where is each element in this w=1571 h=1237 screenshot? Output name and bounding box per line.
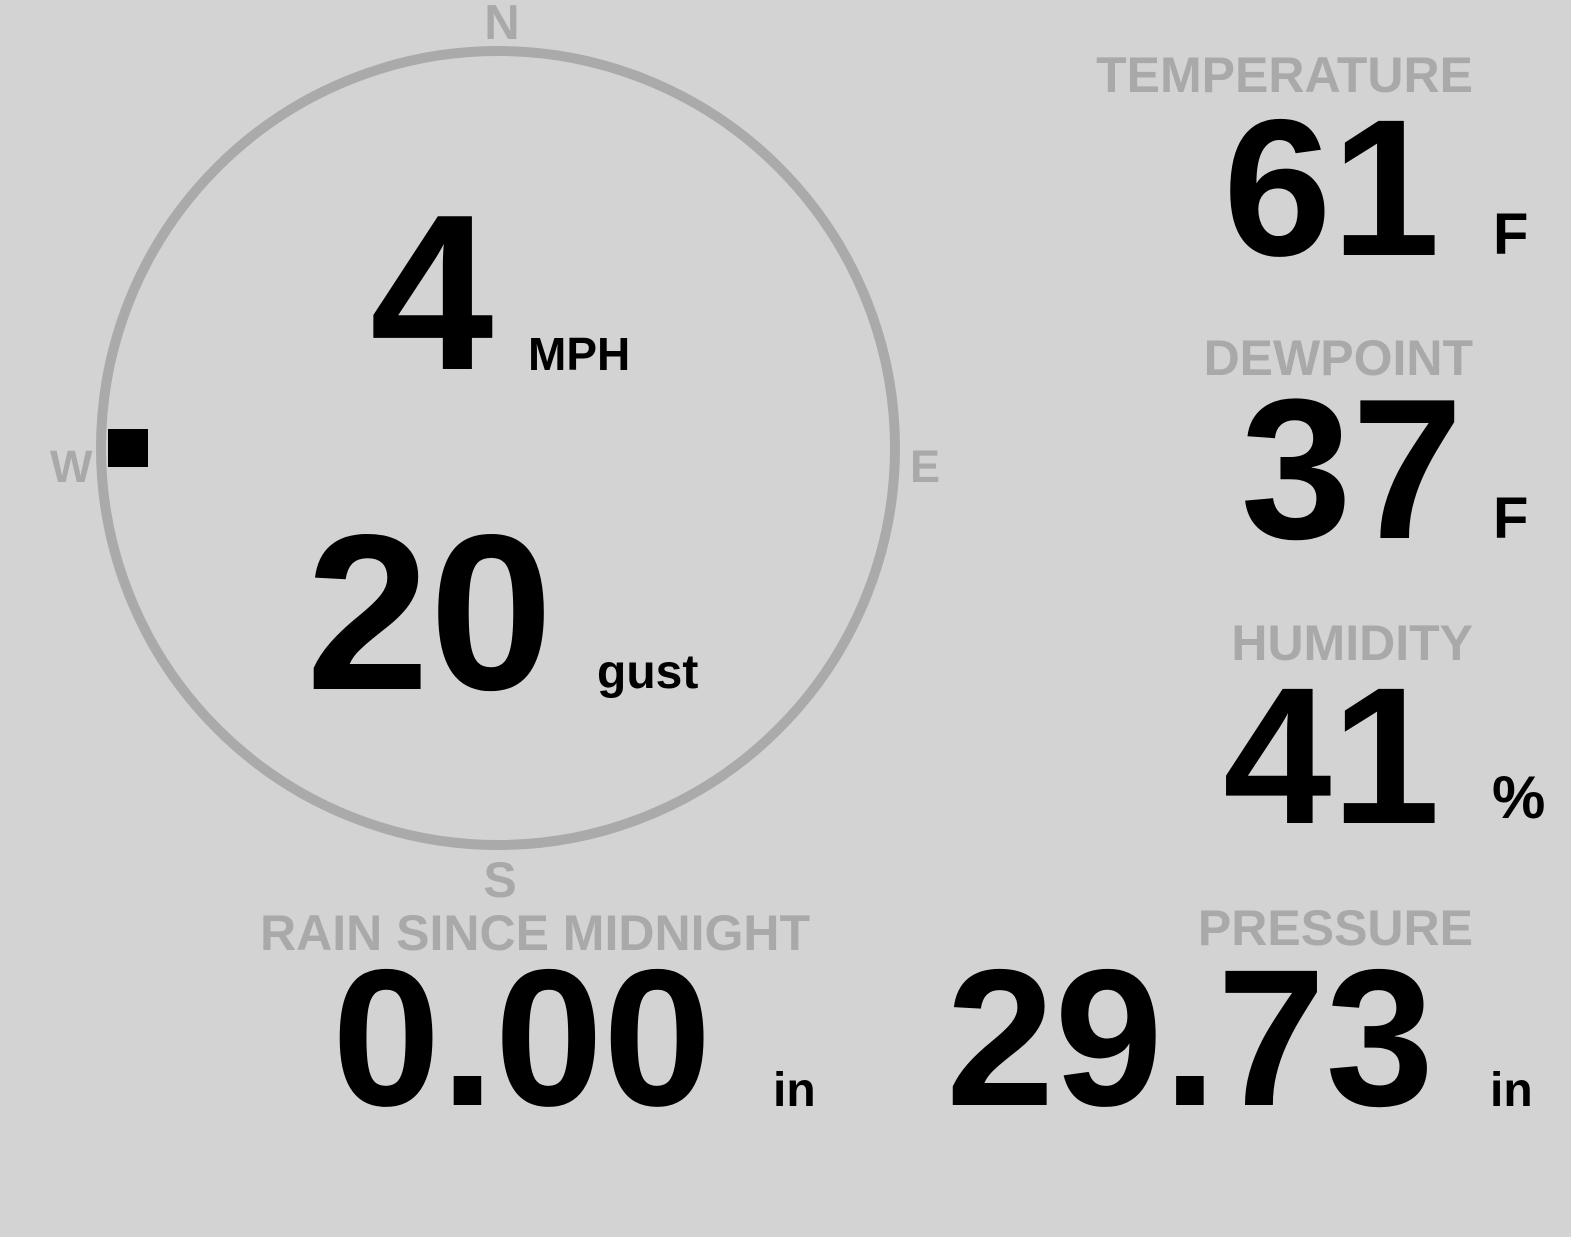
pressure-value: 29.73 (946, 929, 1434, 1147)
dewpoint-label: DEWPOINT (1203, 330, 1473, 386)
wind-gust-value: 20 (306, 489, 553, 737)
humidity-unit: % (1492, 764, 1546, 831)
temperature-unit: F (1493, 202, 1529, 267)
rain-label: RAIN SINCE MIDNIGHT (260, 905, 810, 961)
temperature-value: 61 (1223, 79, 1440, 297)
rain-unit: in (773, 1064, 816, 1117)
compass-south-label: S (483, 852, 517, 908)
compass-ring (96, 46, 900, 850)
compass-north-label: N (484, 0, 520, 50)
pressure-label: PRESSURE (1197, 900, 1473, 956)
humidity-value: 41 (1223, 647, 1440, 865)
dewpoint-value: 37 (1240, 358, 1463, 581)
wind-gust-unit: gust (597, 646, 699, 699)
humidity-label: HUMIDITY (1231, 615, 1473, 671)
wind-speed-unit: MPH (528, 328, 631, 380)
compass-west-label: W (50, 441, 93, 492)
wind-speed-value: 4 (370, 169, 494, 417)
compass-east-label: E (910, 441, 941, 492)
pressure-unit: in (1490, 1064, 1533, 1117)
temperature-label: TEMPERATURE (1096, 47, 1473, 103)
dewpoint-unit: F (1493, 486, 1529, 551)
rain-value: 0.00 (332, 929, 712, 1147)
wind-direction-marker (108, 429, 148, 467)
